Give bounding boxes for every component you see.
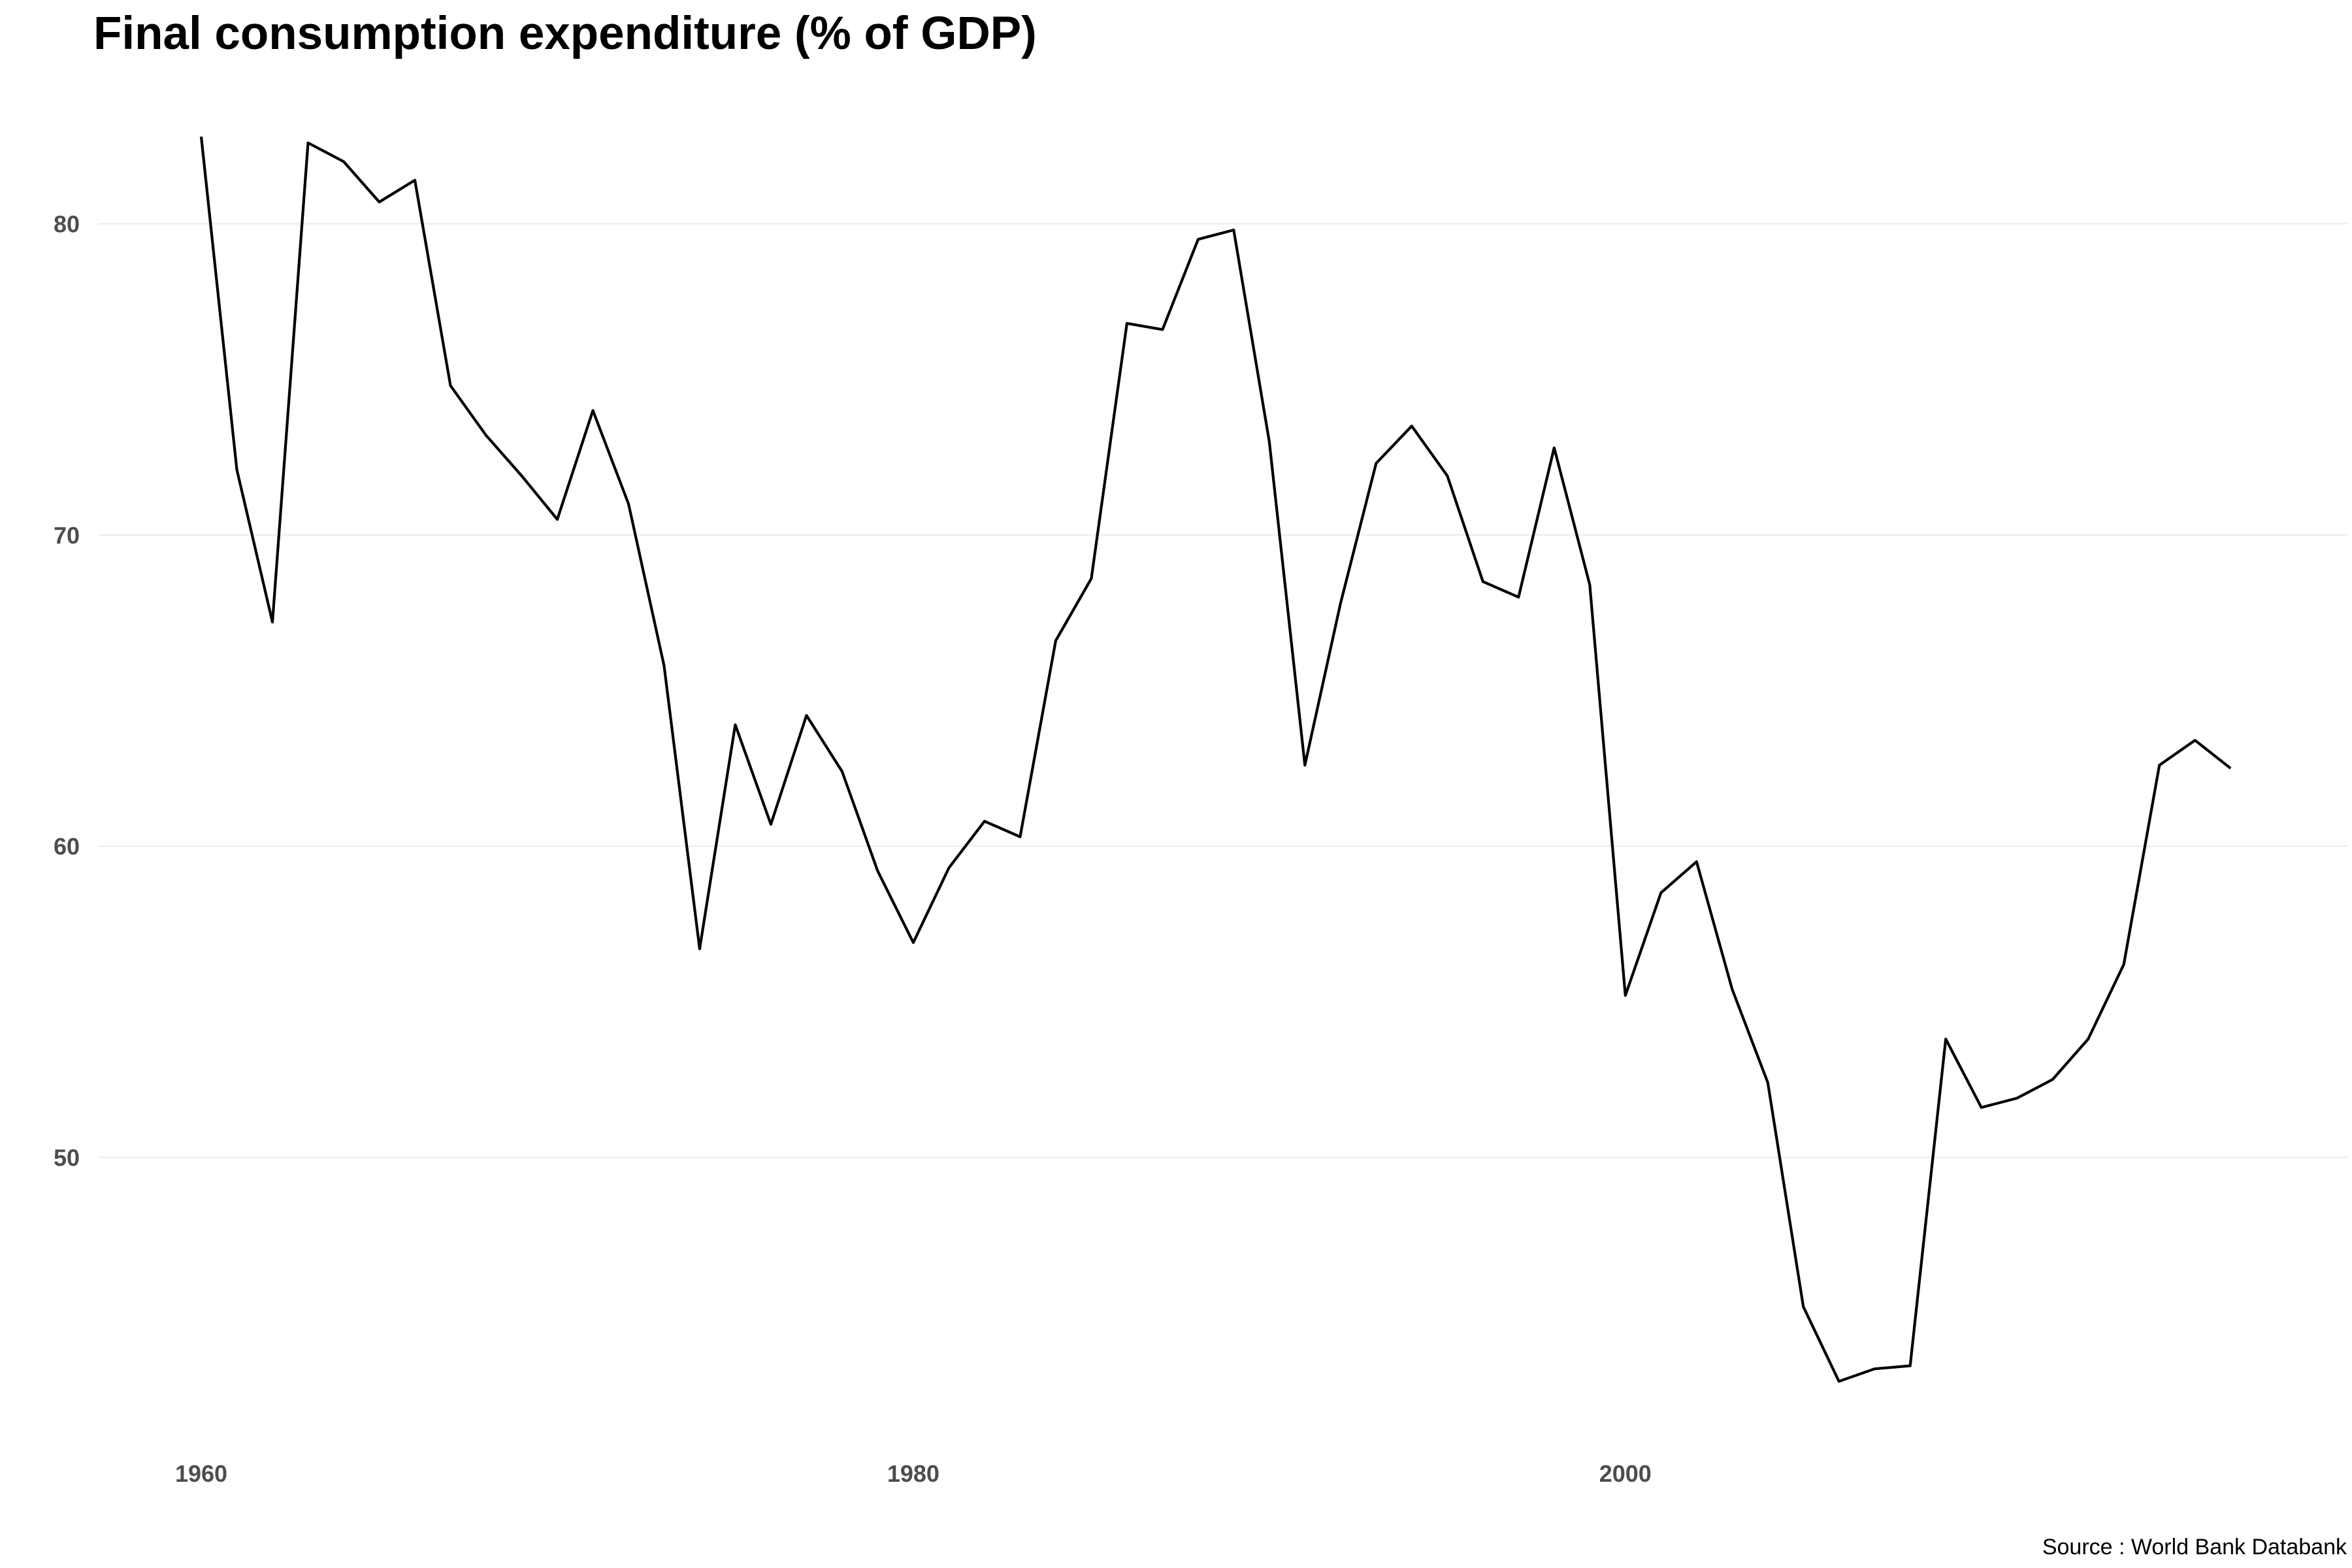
x-axis-tick-labels: 1960 1980 2000 [175, 1460, 1652, 1487]
y-tick-label: 50 [54, 1144, 80, 1171]
series-layer [199, 136, 2232, 1383]
y-axis-tick-labels: 50 60 70 80 [54, 211, 80, 1171]
gridlines [98, 223, 2348, 1158]
series-line [199, 136, 2232, 1383]
y-tick-label: 70 [54, 522, 80, 549]
chart-caption: Source : World Bank Databank [2042, 1535, 2347, 1560]
chart-title: Final consumption expenditure (% of GDP) [93, 8, 1037, 59]
x-tick-label: 1960 [175, 1460, 227, 1487]
y-tick-label: 60 [54, 833, 80, 860]
x-tick-label: 1980 [887, 1460, 939, 1487]
y-tick-label: 80 [54, 211, 80, 238]
x-tick-label: 2000 [1599, 1460, 1652, 1487]
